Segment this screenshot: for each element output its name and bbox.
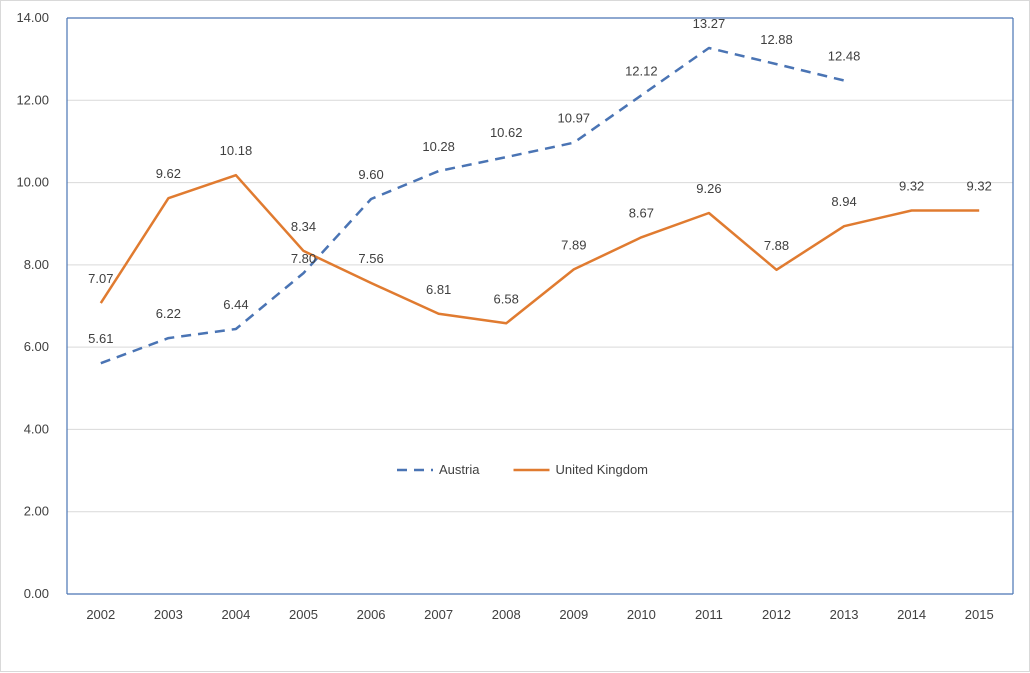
y-tick-label: 4.00 [24,421,49,436]
data-label: 7.89 [561,237,586,252]
y-tick-label: 10.00 [16,175,49,190]
series-line-austria [100,46,845,365]
x-tick-label: 2007 [424,607,453,622]
x-tick-label: 2005 [289,607,318,622]
y-tick-label: 2.00 [24,504,49,519]
data-label: 9.60 [358,167,383,182]
data-label: 6.58 [494,291,519,306]
data-label: 12.48 [828,49,861,64]
data-label: 13.27 [693,16,726,31]
data-label: 12.12 [625,63,658,78]
data-label: 12.88 [760,32,793,47]
legend-label: United Kingdom [556,462,649,477]
data-label: 10.18 [220,143,253,158]
legend-label: Austria [439,462,480,477]
data-label: 10.97 [558,111,591,126]
x-tick-label: 2014 [897,607,926,622]
data-label: 7.88 [764,238,789,253]
x-tick-label: 2004 [221,607,250,622]
data-label: 7.56 [358,251,383,266]
x-tick-label: 2003 [154,607,183,622]
data-label: 8.34 [291,219,316,234]
data-label: 7.07 [88,271,113,286]
data-label: 5.61 [88,331,113,346]
x-tick-label: 2011 [695,607,723,622]
x-tick-label: 2012 [762,607,791,622]
series-line-united-kingdom [99,173,980,325]
data-label: 6.22 [156,306,181,321]
x-tick-label: 2013 [830,607,859,622]
x-tick-label: 2006 [357,607,386,622]
data-label: 6.44 [223,297,248,312]
data-label: 6.81 [426,282,451,297]
x-tick-label: 2010 [627,607,656,622]
data-label: 8.94 [831,194,856,209]
y-tick-label: 12.00 [16,92,49,107]
data-label: 8.67 [629,205,654,220]
y-tick-label: 6.00 [24,339,49,354]
x-tick-label: 2002 [86,607,115,622]
y-tick-label: 8.00 [24,257,49,272]
data-label: 9.32 [899,179,924,194]
y-tick-label: 0.00 [24,586,49,601]
x-tick-label: 2015 [965,607,994,622]
data-label: 7.80 [291,251,316,266]
data-label: 9.32 [967,179,992,194]
data-label: 10.28 [422,139,455,154]
x-tick-label: 2009 [559,607,588,622]
y-tick-label: 14.00 [16,10,49,25]
data-label: 9.62 [156,166,181,181]
data-label: 10.62 [490,125,523,140]
data-label: 9.26 [696,181,721,196]
x-tick-label: 2008 [492,607,521,622]
